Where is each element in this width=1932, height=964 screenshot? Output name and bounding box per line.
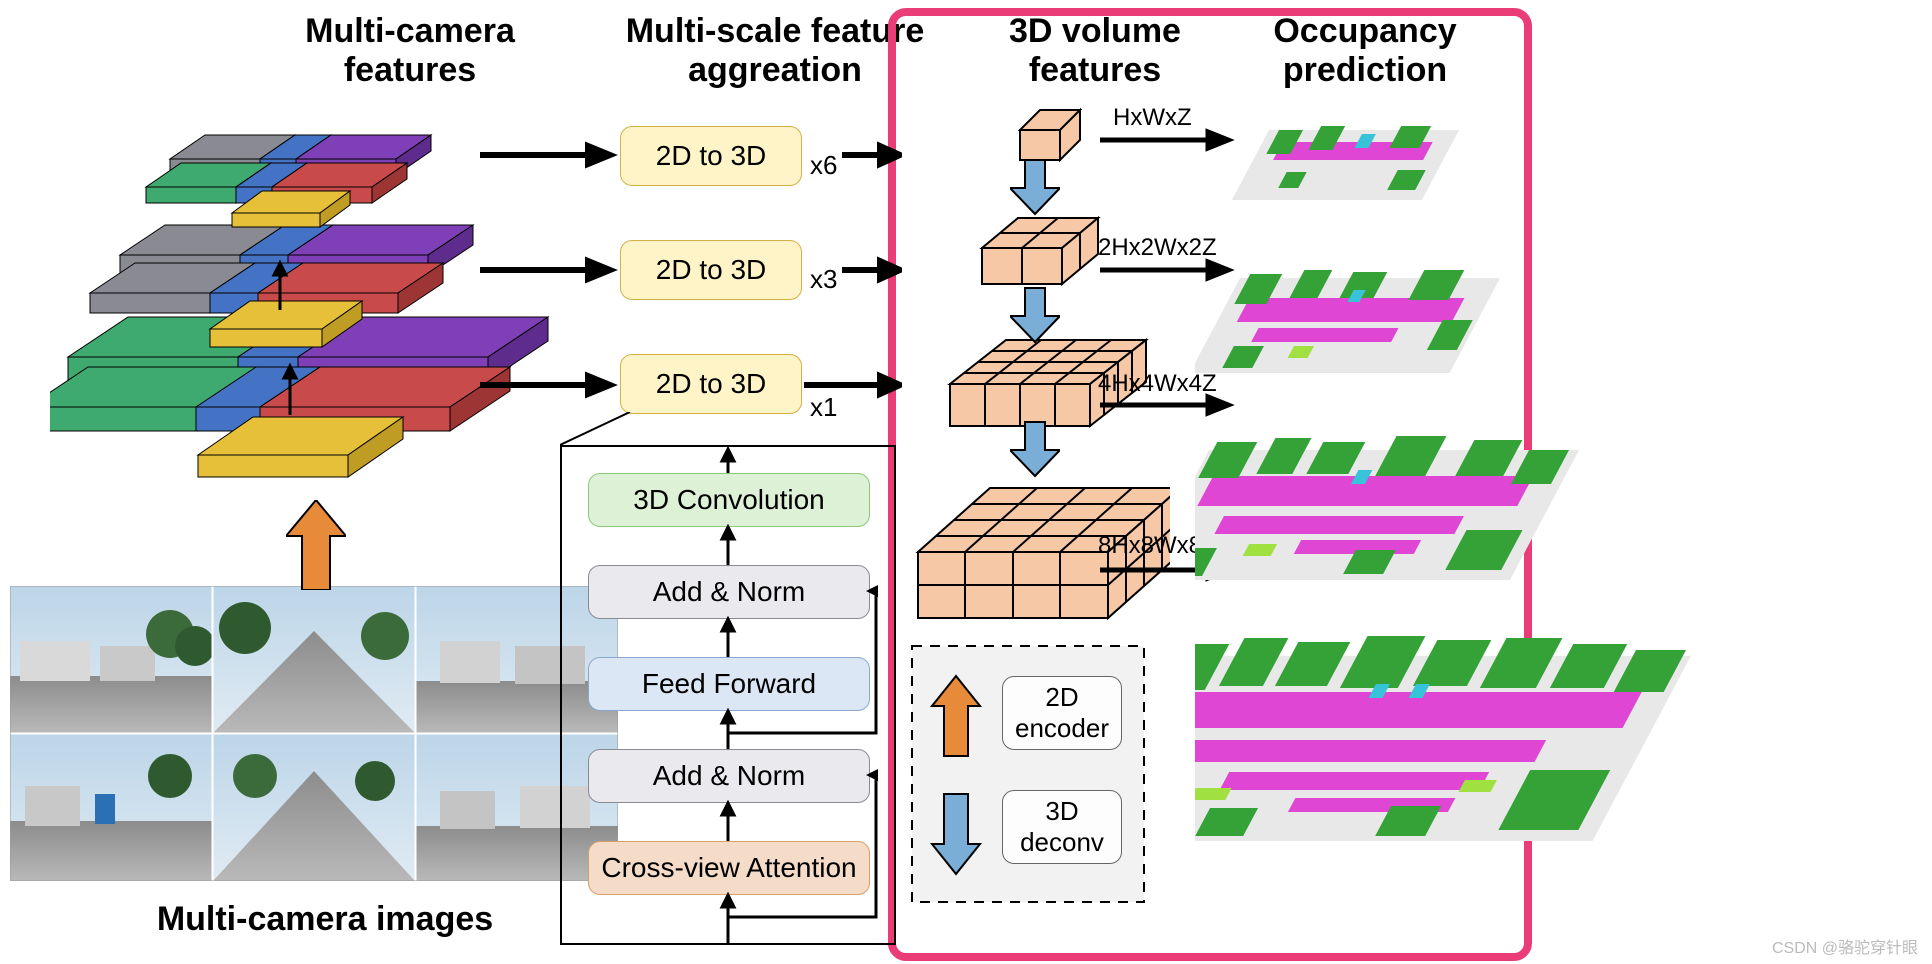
res-1: HxWxZ xyxy=(1113,104,1192,132)
title-features: Multi-camera features xyxy=(240,12,580,90)
volume-down-arrows xyxy=(1010,160,1060,590)
agg-block-1: 2D to 3D xyxy=(620,126,802,186)
encoder-arrow xyxy=(286,500,346,590)
decoder-arrows xyxy=(560,445,896,945)
legend-deconv: 3D deconv xyxy=(1002,790,1122,864)
legend-encoder: 2D encoder xyxy=(1002,676,1122,750)
arrows-agg-to-volume xyxy=(802,120,902,420)
camera-images xyxy=(10,586,618,881)
occupancy-maps xyxy=(1195,90,1915,910)
watermark: CSDN @骆驼穿针眼 xyxy=(1772,934,1918,958)
arrows-features-to-agg xyxy=(470,120,630,420)
agg-block-3: 2D to 3D xyxy=(620,354,802,414)
title-images: Multi-camera images xyxy=(125,900,525,939)
agg-block-2: 2D to 3D xyxy=(620,240,802,300)
